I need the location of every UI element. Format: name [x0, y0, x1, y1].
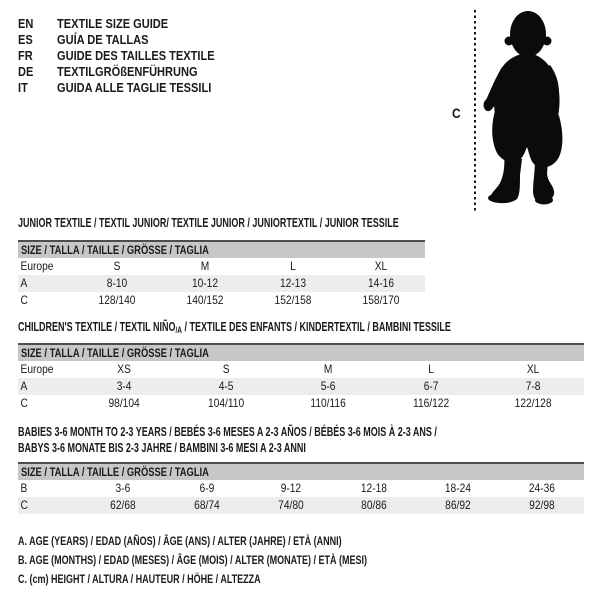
language-code: DE	[18, 64, 34, 79]
size-cell: 3-4	[116, 379, 132, 393]
size-cell: M	[324, 362, 333, 376]
baby-silhouette-image	[483, 11, 563, 205]
language-title: GUIDE DES TAILLES TEXTILE	[57, 48, 215, 63]
size-cell: 14-16	[367, 276, 395, 290]
size-cell: 6-9	[199, 481, 215, 495]
size-cell: 140/152	[186, 293, 224, 307]
size-cell: 86/92	[445, 498, 471, 512]
size-cell: 3-6	[115, 481, 131, 495]
size-cell: 152/158	[274, 293, 312, 307]
size-cell: 80/86	[361, 498, 388, 512]
size-cell: 98/104	[108, 396, 140, 410]
size-cell: L	[427, 362, 434, 376]
table-row-age: A 3-4 4-5 5-6 6-7 7-8	[18, 378, 584, 395]
table-row-age: A 8-10 10-12 12-13 14-16	[18, 275, 425, 292]
table-row-age-months: B 3-6 6-9 9-12 12-18 18-24 24-36	[18, 480, 584, 497]
size-header-label: SIZE / TALLA / TAILLE / GRÖSSE / TAGLIA	[21, 346, 209, 360]
table-row-height: C 128/140 140/152 152/158 158/170	[18, 292, 425, 309]
table-row-height: C 98/104 104/110 110/116 116/122 122/128	[18, 395, 584, 412]
size-header-bar: SIZE / TALLA / TAILLE / GRÖSSE / TAGLIA	[18, 462, 584, 480]
row-label: Europe	[20, 362, 54, 376]
language-title: TEXTILE SIZE GUIDE	[57, 16, 169, 31]
row-label: C	[20, 396, 28, 410]
row-label: C	[20, 498, 28, 512]
table-row-europe: Europe S M L XL	[18, 258, 425, 275]
size-cell: XL	[374, 259, 388, 273]
size-cell: 6-7	[423, 379, 439, 393]
measurement-legend: A. AGE (YEARS) / EDAD (AÑOS) / ÂGE (ANS)…	[18, 531, 483, 588]
size-cell: 4-5	[218, 379, 234, 393]
language-code: IT	[18, 80, 28, 95]
size-cell: 12-13	[279, 276, 307, 290]
size-cell: 12-18	[361, 481, 388, 495]
size-cell: 110/116	[310, 396, 347, 410]
children-size-table: SIZE / TALLA / TAILLE / GRÖSSE / TAGLIA …	[18, 343, 584, 412]
size-cell: XL	[526, 362, 540, 376]
language-code: ES	[18, 32, 33, 47]
size-cell: L	[290, 259, 296, 273]
size-header-label: SIZE / TALLA / TAILLE / GRÖSSE / TAGLIA	[21, 465, 209, 479]
size-cell: 158/170	[362, 293, 400, 307]
size-cell: 9-12	[280, 481, 301, 495]
size-cell: M	[200, 259, 210, 273]
babies-table-title: BABIES 3-6 MONTH TO 2-3 YEARS / BEBÉS 3-…	[18, 425, 437, 455]
size-cell: 10-12	[191, 276, 219, 290]
language-row-it: IT GUIDA ALLE TAGLIE TESSILI	[18, 80, 242, 96]
language-row-es: ES GUÍA DE TALLAS	[18, 32, 242, 48]
size-cell: 7-8	[525, 379, 541, 393]
language-title: TEXTILGRÖßENFÜHRUNG	[57, 64, 198, 79]
size-header-label: SIZE / TALLA / TAILLE / GRÖSSE / TAGLIA	[21, 243, 209, 257]
size-cell: S	[113, 259, 121, 273]
size-cell: 92/98	[529, 498, 555, 512]
junior-table-title: JUNIOR TEXTILE / TEXTIL JUNIOR/ TEXTILE …	[18, 216, 399, 230]
babies-size-table: SIZE / TALLA / TAILLE / GRÖSSE / TAGLIA …	[18, 462, 584, 514]
size-cell: 8-10	[106, 276, 128, 290]
size-cell: 128/140	[98, 293, 136, 307]
size-header-bar: SIZE / TALLA / TAILLE / GRÖSSE / TAGLIA	[18, 343, 584, 361]
height-measure-label: C	[452, 105, 461, 121]
junior-size-table: SIZE / TALLA / TAILLE / GRÖSSE / TAGLIA …	[18, 240, 425, 309]
row-label: A	[20, 379, 28, 393]
row-label: C	[20, 293, 28, 307]
size-cell: 5-6	[321, 379, 336, 393]
language-code: EN	[18, 16, 34, 31]
row-label: Europe	[20, 259, 54, 273]
legend-line-b: B. AGE (MONTHS) / EDAD (MESES) / ÂGE (MO…	[18, 553, 367, 567]
size-cell: 122/128	[514, 396, 552, 410]
size-cell: 116/122	[412, 396, 449, 410]
height-measure-dotted-line	[474, 10, 476, 212]
table-row-europe: Europe XS S M L XL	[18, 361, 584, 378]
language-code: FR	[18, 48, 33, 63]
gender-subscript: /A	[175, 325, 182, 335]
language-title: GUÍA DE TALLAS	[57, 32, 149, 47]
size-cell: 74/80	[277, 498, 304, 512]
size-cell: XS	[117, 362, 131, 376]
row-label: B	[20, 481, 28, 495]
language-row-de: DE TEXTILGRÖßENFÜHRUNG	[18, 64, 242, 80]
language-title-list: EN TEXTILE SIZE GUIDE ES GUÍA DE TALLAS …	[18, 16, 242, 96]
language-row-fr: FR GUIDE DES TAILLES TEXTILE	[18, 48, 242, 64]
size-cell: S	[222, 362, 230, 376]
size-cell: 68/74	[193, 498, 220, 512]
row-label: A	[20, 276, 28, 290]
children-table-title: CHILDREN'S TEXTILE / TEXTIL NIÑO/A / TEX…	[18, 320, 451, 335]
size-cell: 24-36	[529, 481, 556, 495]
table-row-height: C 62/68 68/74 74/80 80/86 86/92 92/98	[18, 497, 584, 514]
legend-line-c: C. (cm) HEIGHT / ALTURA / HAUTEUR / HÖHE…	[18, 572, 261, 586]
language-row-en: EN TEXTILE SIZE GUIDE	[18, 16, 242, 32]
size-cell: 62/68	[110, 498, 136, 512]
size-cell: 104/110	[208, 396, 245, 410]
size-header-bar: SIZE / TALLA / TAILLE / GRÖSSE / TAGLIA	[18, 240, 425, 258]
legend-line-a: A. AGE (YEARS) / EDAD (AÑOS) / ÂGE (ANS)…	[18, 534, 342, 548]
language-title: GUIDA ALLE TAGLIE TESSILI	[57, 80, 212, 95]
size-cell: 18-24	[445, 481, 472, 495]
